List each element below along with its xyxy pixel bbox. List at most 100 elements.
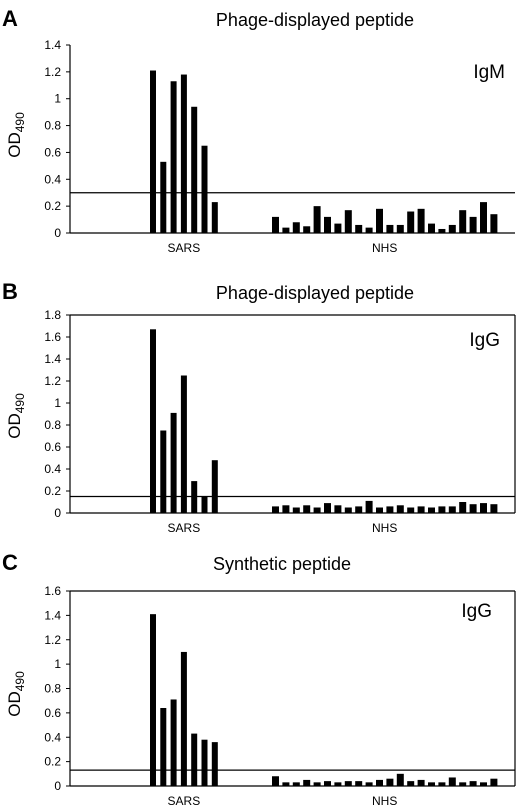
panel-a-sars-bar xyxy=(211,202,218,233)
panel-c-sars-bar xyxy=(211,742,218,786)
panel-a-title: Phage-displayed peptide xyxy=(216,10,414,30)
panel-c-y-tick-label: 1.4 xyxy=(44,608,61,622)
panel-a-y-tick-label: 0.2 xyxy=(44,199,61,213)
panel-b-nhs-bar xyxy=(313,507,321,513)
panel-a-group-label-sars: SARS xyxy=(168,241,201,255)
panel-b-sars-bar xyxy=(160,430,167,513)
panel-c-nhs-bar xyxy=(292,782,300,786)
panel-c-group-label-nhs: NHS xyxy=(372,794,397,808)
panel-c-nhs-bar xyxy=(376,779,383,786)
panel-a-nhs-bar xyxy=(469,216,477,233)
panel-c-title: Synthetic peptide xyxy=(213,554,351,574)
panel-c-nhs-bar xyxy=(365,782,373,786)
panel-c-nhs-bar xyxy=(344,781,352,786)
panel-c-sars-bar xyxy=(170,699,177,786)
panel-c-nhs-bar xyxy=(480,782,487,786)
panel-a-nhs-bar xyxy=(459,210,467,233)
panel-b-y-tick-label: 1.6 xyxy=(44,330,61,344)
panel-a-sars-bar xyxy=(201,145,208,233)
panel-a-nhs-bar xyxy=(490,214,498,233)
panel-b-nhs-bar xyxy=(459,502,467,513)
panel-a-nhs-bar xyxy=(272,216,279,233)
panel-c-nhs-bar xyxy=(490,778,498,786)
panel-b-nhs-bar xyxy=(490,504,498,513)
panel-a-nhs-bar xyxy=(324,216,331,233)
panel-c-nhs-bar xyxy=(417,779,425,786)
panel-b-y-tick-label: 1.2 xyxy=(44,374,61,388)
panel-b-ylabel: OD490 xyxy=(5,393,27,439)
panel-a-nhs-bar xyxy=(292,222,300,233)
panel-a-nhs-bar xyxy=(344,210,352,233)
panel-b-y-tick-label: 0.4 xyxy=(44,462,61,476)
panel-b-y-tick-label: 0.6 xyxy=(44,440,61,454)
panel-a-nhs-bar xyxy=(417,208,425,233)
panel-c-y-tick-label: 0.2 xyxy=(44,755,61,769)
panel-a-y-tick-label: 0.6 xyxy=(44,145,61,159)
panel-c-nhs-bar xyxy=(459,782,467,786)
panel-b-nhs-bar xyxy=(292,507,300,513)
panel-c-y-tick-label: 1.2 xyxy=(44,633,61,647)
panel-c-ylabel: OD490 xyxy=(5,671,27,717)
panel-b-nhs-bar xyxy=(428,507,435,513)
panel-a-y-tick-label: 1 xyxy=(54,92,61,106)
panel-c-nhs-bar xyxy=(386,778,394,786)
panel-c-y-tick-label: 0.4 xyxy=(44,730,61,744)
panel-letter-b: B xyxy=(2,279,18,304)
panel-c-nhs-bar xyxy=(313,782,321,786)
panel-b-y-tick-label: 0.8 xyxy=(44,418,61,432)
panel-a-nhs-bar xyxy=(334,223,342,233)
panel-c-sars-bar xyxy=(201,739,208,786)
panel-a-nhs-bar xyxy=(376,208,383,233)
panel-a-sars-bar xyxy=(160,161,167,233)
panel-b-y-tick-label: 0 xyxy=(54,506,61,520)
panel-a-sars-bar xyxy=(150,70,156,233)
panel-a-sars-bar xyxy=(170,81,177,233)
panel-c-nhs-bar xyxy=(355,781,363,786)
panel-b-nhs-bar xyxy=(438,506,446,513)
panel-b-isotype-label: IgG xyxy=(469,330,500,351)
panel-letter-a: A xyxy=(2,6,18,31)
panel-b-y-tick-label: 0.2 xyxy=(44,484,61,498)
panel-b-nhs-bar xyxy=(355,506,363,513)
panel-b-nhs-bar xyxy=(396,505,404,513)
panel-c-sars-bar xyxy=(150,614,156,786)
panel-b-y-tick-label: 1.4 xyxy=(44,352,61,366)
panel-b-y-tick-label: 1 xyxy=(54,396,61,410)
panel-a: A Phage-displayed peptide OD490 00.20.40… xyxy=(2,6,515,255)
panel-a-nhs-bar xyxy=(303,226,311,233)
panel-a-y-tick-label: 1.2 xyxy=(44,65,61,79)
panel-a-group-label-nhs: NHS xyxy=(372,241,397,255)
panel-a-nhs-bar xyxy=(313,206,321,233)
panel-a-y-tick-label: 0.8 xyxy=(44,119,61,133)
panel-c-nhs-bar xyxy=(469,781,477,786)
panel-a-y-tick-label: 0.4 xyxy=(44,172,61,186)
panel-b-plot: 0 0.2 0.4 0.6 0.8 1 1.2 1.4 1.6 1.8 SARS NHS xyxy=(44,308,516,535)
panel-c-nhs-bar xyxy=(334,782,342,786)
panel-b-nhs-bar xyxy=(303,505,311,513)
panel-b: B Phage-displayed peptide OD490 0 0.2 0.4 0… xyxy=(2,279,516,535)
panel-a-nhs-bar xyxy=(386,224,394,233)
panel-c-y-tick-label: 1.6 xyxy=(44,584,61,598)
panel-c-sars-bar xyxy=(180,651,187,786)
panel-b-nhs-bar xyxy=(386,506,394,513)
panel-b-sars-bar xyxy=(201,496,208,513)
panel-c-nhs-bar xyxy=(448,777,456,786)
panel-a-nhs-bar xyxy=(407,211,415,233)
panel-c-nhs-bar xyxy=(438,782,446,786)
panel-b-title: Phage-displayed peptide xyxy=(216,283,414,303)
panel-b-nhs-bar xyxy=(282,505,290,513)
panel-c-y-tick-label: 1 xyxy=(54,657,61,671)
panel-c-y-tick-label: 0.8 xyxy=(44,682,61,696)
panel-c-nhs-bar xyxy=(396,773,404,786)
panel-b-nhs-bar xyxy=(344,507,352,513)
panel-c-sars-bar xyxy=(160,708,167,786)
panel-a-sars-bar xyxy=(180,74,187,234)
panel-b-nhs-bar xyxy=(272,506,279,513)
panel-a-isotype-label: IgM xyxy=(473,62,505,83)
panel-a-y-tick-label: 1.4 xyxy=(44,38,61,52)
panel-b-nhs-bar xyxy=(376,507,383,513)
panel-a-nhs-bar xyxy=(480,202,487,233)
panel-b-y-tick-label: 1.8 xyxy=(44,308,61,322)
panel-b-nhs-bar xyxy=(469,504,477,513)
